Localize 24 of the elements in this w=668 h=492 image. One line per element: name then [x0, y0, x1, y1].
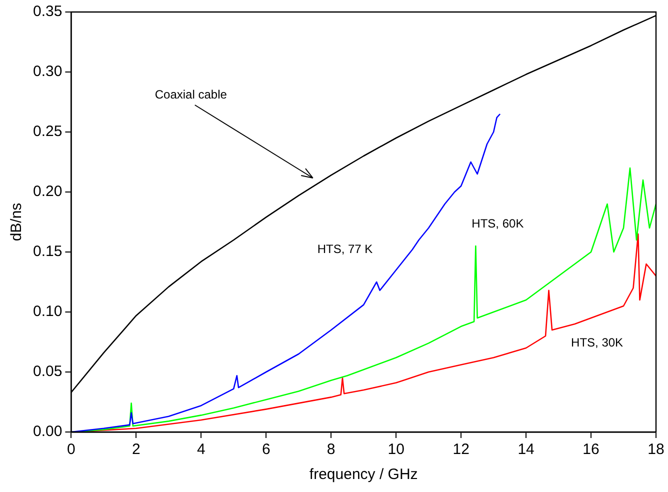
y-tick-label: 0.25 — [32, 123, 62, 140]
x-tick-label: 12 — [452, 441, 470, 458]
y-tick-label: 0.35 — [32, 3, 62, 20]
x-tick-label: 6 — [262, 441, 270, 458]
annotation: Coaxial cable — [154, 87, 228, 102]
series-label: HTS, 30K — [571, 335, 624, 350]
y-tick-label: 0.00 — [32, 423, 62, 440]
x-axis-title: frequency / GHz — [309, 466, 418, 484]
x-tick-label: 8 — [326, 441, 336, 458]
y-tick-label: 0.05 — [32, 363, 62, 380]
y-tick-label: 0.15 — [32, 243, 62, 260]
text: HTS, 77 K — [317, 242, 373, 256]
y-axis-title: dB/ns — [8, 202, 26, 242]
x-tick-label: 0 — [67, 441, 76, 458]
x-tick-label: 4 — [196, 441, 206, 458]
x-tick-label: 14 — [518, 441, 534, 458]
series-label: HTS, 60K — [472, 216, 524, 230]
y-tick-label: 0.30 — [32, 63, 62, 80]
x-tick-label: 18 — [648, 441, 664, 458]
x-tick-label: 2 — [132, 441, 140, 458]
x-tick-label: 10 — [388, 441, 404, 458]
y-tick-label: 0.10 — [32, 303, 62, 320]
x-tick-label: 16 — [582, 441, 600, 458]
y-tick-label: 0.20 — [32, 183, 62, 200]
